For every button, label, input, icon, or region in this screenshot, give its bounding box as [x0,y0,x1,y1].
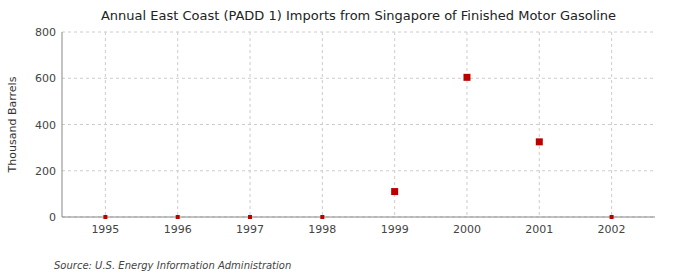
grid-line [62,78,655,79]
x-tick-label: 1995 [91,223,119,236]
x-tick-label: 2001 [525,223,553,236]
x-axis [62,217,655,218]
chart: Annual East Coast (PADD 1) Imports from … [0,0,675,275]
point [610,215,614,219]
x-tick-label: 1998 [308,223,336,236]
grid-line [611,32,612,217]
grid-line [539,32,540,217]
y-axis [62,32,63,217]
x-tick-label: 1997 [236,223,264,236]
x-tick-label: 2000 [453,223,481,236]
grid-line [105,32,106,217]
point [248,215,252,219]
y-tick-label: 200 [35,165,56,178]
grid [62,32,655,217]
point [320,215,324,219]
source: Source: U.S. Energy Information Administ… [54,260,291,271]
point [103,215,107,219]
x-tick-label: 1996 [164,223,192,236]
points [103,74,613,219]
grid-line [62,124,655,125]
y-axis-label: Thousand Barrels [6,76,19,173]
y-tick-label: 600 [35,72,56,85]
point [463,74,470,81]
point [391,188,398,195]
grid-line [250,32,251,217]
grid-line [62,217,655,218]
title: Annual East Coast (PADD 1) Imports from … [101,8,616,23]
y-tick-label: 0 [49,211,56,224]
x-tick-label: 2002 [598,223,626,236]
grid-line [177,32,178,217]
y-tick-label: 800 [35,26,56,39]
point [176,215,180,219]
grid-line [62,170,655,171]
grid-line [62,32,655,33]
x-tick-label: 1999 [381,223,409,236]
grid-line [322,32,323,217]
point [536,138,543,145]
y-tick-label: 400 [35,119,56,132]
grid-line [466,32,467,217]
